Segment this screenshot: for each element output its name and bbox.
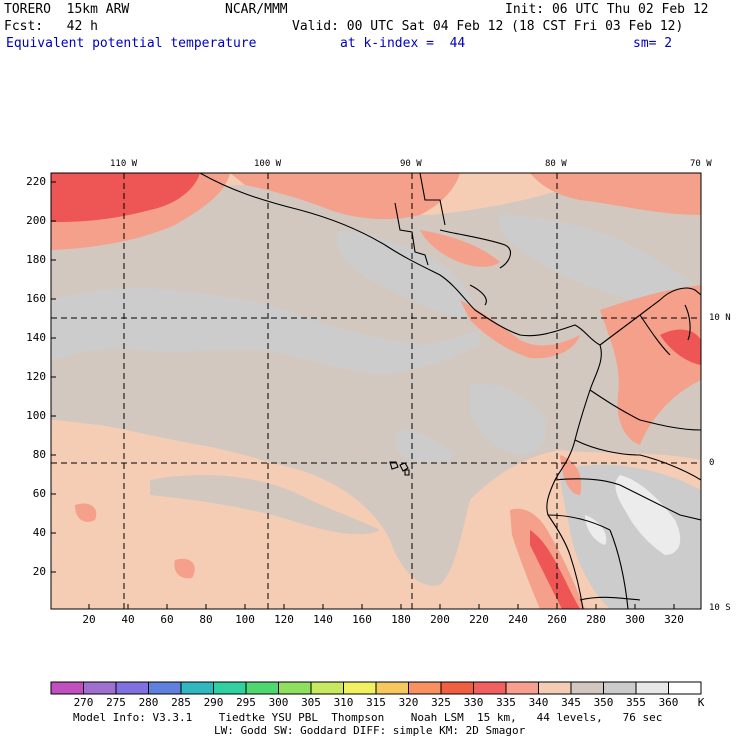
forecast-hour: Fcst: 42 h: [4, 19, 98, 34]
x-tick-label: 20: [82, 613, 96, 626]
lat-label-10s: 10 S: [709, 603, 731, 613]
x-tick-label: 320: [664, 613, 684, 626]
x-tick-label: 260: [547, 613, 567, 626]
colorbar-label: 355: [626, 696, 646, 709]
colorbar-label: 330: [463, 696, 484, 709]
x-tick-label: 200: [430, 613, 450, 626]
colorbar-label: 295: [236, 696, 256, 709]
colorbar-label: 335: [496, 696, 516, 709]
colorbar-swatch: [83, 681, 117, 695]
lon-label-80w: 80 W: [545, 159, 567, 169]
colorbar-label: 345: [561, 696, 581, 709]
x-tick-label: 160: [352, 613, 372, 626]
colorbar-swatch: [213, 681, 247, 695]
colorbar-swatch: [180, 681, 214, 695]
x-tick-label: 280: [586, 613, 606, 626]
lat-label-0: 0: [709, 458, 715, 468]
coastlines: [199, 173, 701, 609]
y-tick-label: 140: [26, 331, 46, 344]
colorbar-label: 300: [268, 696, 289, 709]
colorbar-swatch: [148, 681, 182, 695]
colorbar-swatch: [245, 681, 279, 695]
colorbar-label: 285: [171, 696, 191, 709]
colorbar-swatch: [278, 681, 312, 695]
colorbar-label: 360: [658, 696, 679, 709]
init-time: Init: 06 UTC Thu 02 Feb 12: [505, 2, 709, 17]
x-tick-label: 140: [313, 613, 333, 626]
y-tick-label: 200: [26, 214, 46, 227]
axis-ticks: [51, 181, 675, 609]
map-frame: [50, 172, 702, 610]
colorbar-swatch: [343, 681, 377, 695]
model-title: TORERO 15km ARW: [4, 2, 130, 17]
colorbar-swatch: [505, 681, 539, 695]
x-tick-label: 60: [160, 613, 174, 626]
smoothing-label: sm= 2: [633, 36, 673, 51]
colorbar-label: 310: [333, 696, 354, 709]
x-tick-label: 180: [391, 613, 411, 626]
colorbar: [50, 681, 702, 695]
y-tick-label: 80: [32, 448, 46, 461]
graticule: [51, 173, 701, 609]
colorbar-swatch: [635, 681, 669, 695]
colorbar-swatch: [310, 681, 344, 695]
colorbar-label: 340: [528, 696, 549, 709]
x-tick-label: 80: [199, 613, 213, 626]
field-name: Equivalent potential temperature: [6, 36, 257, 51]
colorbar-swatch: [440, 681, 474, 695]
colorbar-swatch: [115, 681, 149, 695]
y-tick-label: 60: [32, 487, 46, 500]
colorbar-swatch: [570, 681, 604, 695]
field-fill-350: [51, 184, 701, 586]
colorbar-label: 275: [106, 696, 126, 709]
colorbar-label: 350: [593, 696, 614, 709]
colorbar-label: 325: [431, 696, 451, 709]
field-fill-355: [51, 288, 480, 375]
colorbar-label: 320: [398, 696, 419, 709]
x-tick-label: 120: [274, 613, 294, 626]
valid-time: Valid: 00 UTC Sat 04 Feb 12 (18 CST Fri …: [292, 19, 684, 34]
colorbar-swatch: [408, 681, 442, 695]
colorbar-swatch: [473, 681, 507, 695]
colorbar-label: 280: [138, 696, 159, 709]
colorbar-label: 315: [366, 696, 386, 709]
level-label: at k-index = 44: [340, 36, 466, 51]
colorbar-label: 290: [203, 696, 224, 709]
colorbar-swatch: [375, 681, 409, 695]
y-tick-label: 120: [26, 370, 46, 383]
colorbar-label: 270: [73, 696, 94, 709]
x-tick-label: 40: [121, 613, 135, 626]
y-tick-label: 20: [32, 565, 46, 578]
lon-label-70w: 70 W: [690, 159, 712, 169]
model-info: Model Info: V3.3.1 Tiedtke YSU PBL Thomp…: [73, 711, 663, 724]
x-tick-label: 300: [625, 613, 645, 626]
colorbar-swatch: [668, 681, 702, 695]
y-tick-label: 180: [26, 253, 46, 266]
center-title: NCAR/MMM: [225, 2, 288, 17]
model-physics: LW: Godd SW: Goddard DIFF: simple KM: 2D…: [214, 724, 526, 737]
field-fill-360: [615, 475, 681, 555]
colorbar-swatch: [538, 681, 572, 695]
y-tick-label: 100: [26, 409, 46, 422]
colorbar-label: K: [697, 696, 705, 709]
colorbar-label: 305: [301, 696, 321, 709]
field-fill-335: [51, 173, 200, 222]
colorbar-swatch: [603, 681, 637, 695]
x-tick-label: 240: [508, 613, 528, 626]
x-tick-label: 220: [469, 613, 489, 626]
lat-label-10n: 10 N: [709, 313, 731, 323]
lon-label-100w: 100 W: [254, 159, 282, 169]
x-tick-label: 100: [235, 613, 255, 626]
y-tick-label: 220: [26, 175, 46, 188]
lon-label-110w: 110 W: [110, 159, 138, 169]
y-tick-label: 160: [26, 292, 46, 305]
lon-label-90w: 90 W: [400, 159, 422, 169]
colorbar-swatch: [50, 681, 84, 695]
y-tick-label: 40: [32, 526, 46, 539]
